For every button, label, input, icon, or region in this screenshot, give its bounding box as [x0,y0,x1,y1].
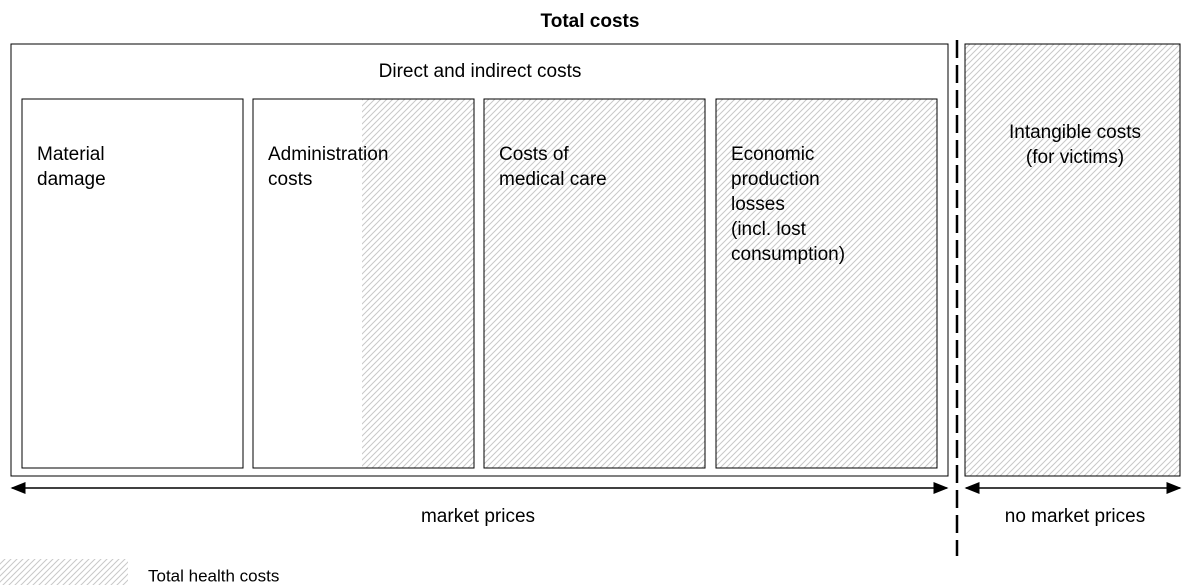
box-label: consumption) [731,244,845,265]
health-hatch [362,99,474,468]
intangible-label: Intangible costs [1009,122,1141,143]
cost-box [483,98,706,469]
box-label: Economic [731,144,814,165]
intangible-label: (for victims) [1026,147,1124,168]
box-label: losses [731,194,785,215]
health-hatch [716,99,937,468]
box-label: costs [268,169,312,190]
cost-box [715,98,938,469]
box-label: (incl. lost [731,219,807,240]
title: Total costs [541,11,640,32]
no-market-label: no market prices [1005,506,1145,527]
outer-label: Direct and indirect costs [379,61,582,82]
legend-label: Total health costs [148,566,279,585]
box-label: damage [37,169,106,190]
health-hatch [484,99,705,468]
outer-box [10,43,949,477]
box-label: medical care [499,169,607,190]
legend-swatch [0,559,128,585]
box-label: Administration [268,144,388,165]
box-label: Material [37,144,105,165]
cost-box [252,98,475,469]
box-label: production [731,169,820,190]
cost-box [21,98,244,469]
intangible-box [964,43,1181,477]
market-label: market prices [421,506,535,527]
box-label: Costs of [499,144,569,165]
